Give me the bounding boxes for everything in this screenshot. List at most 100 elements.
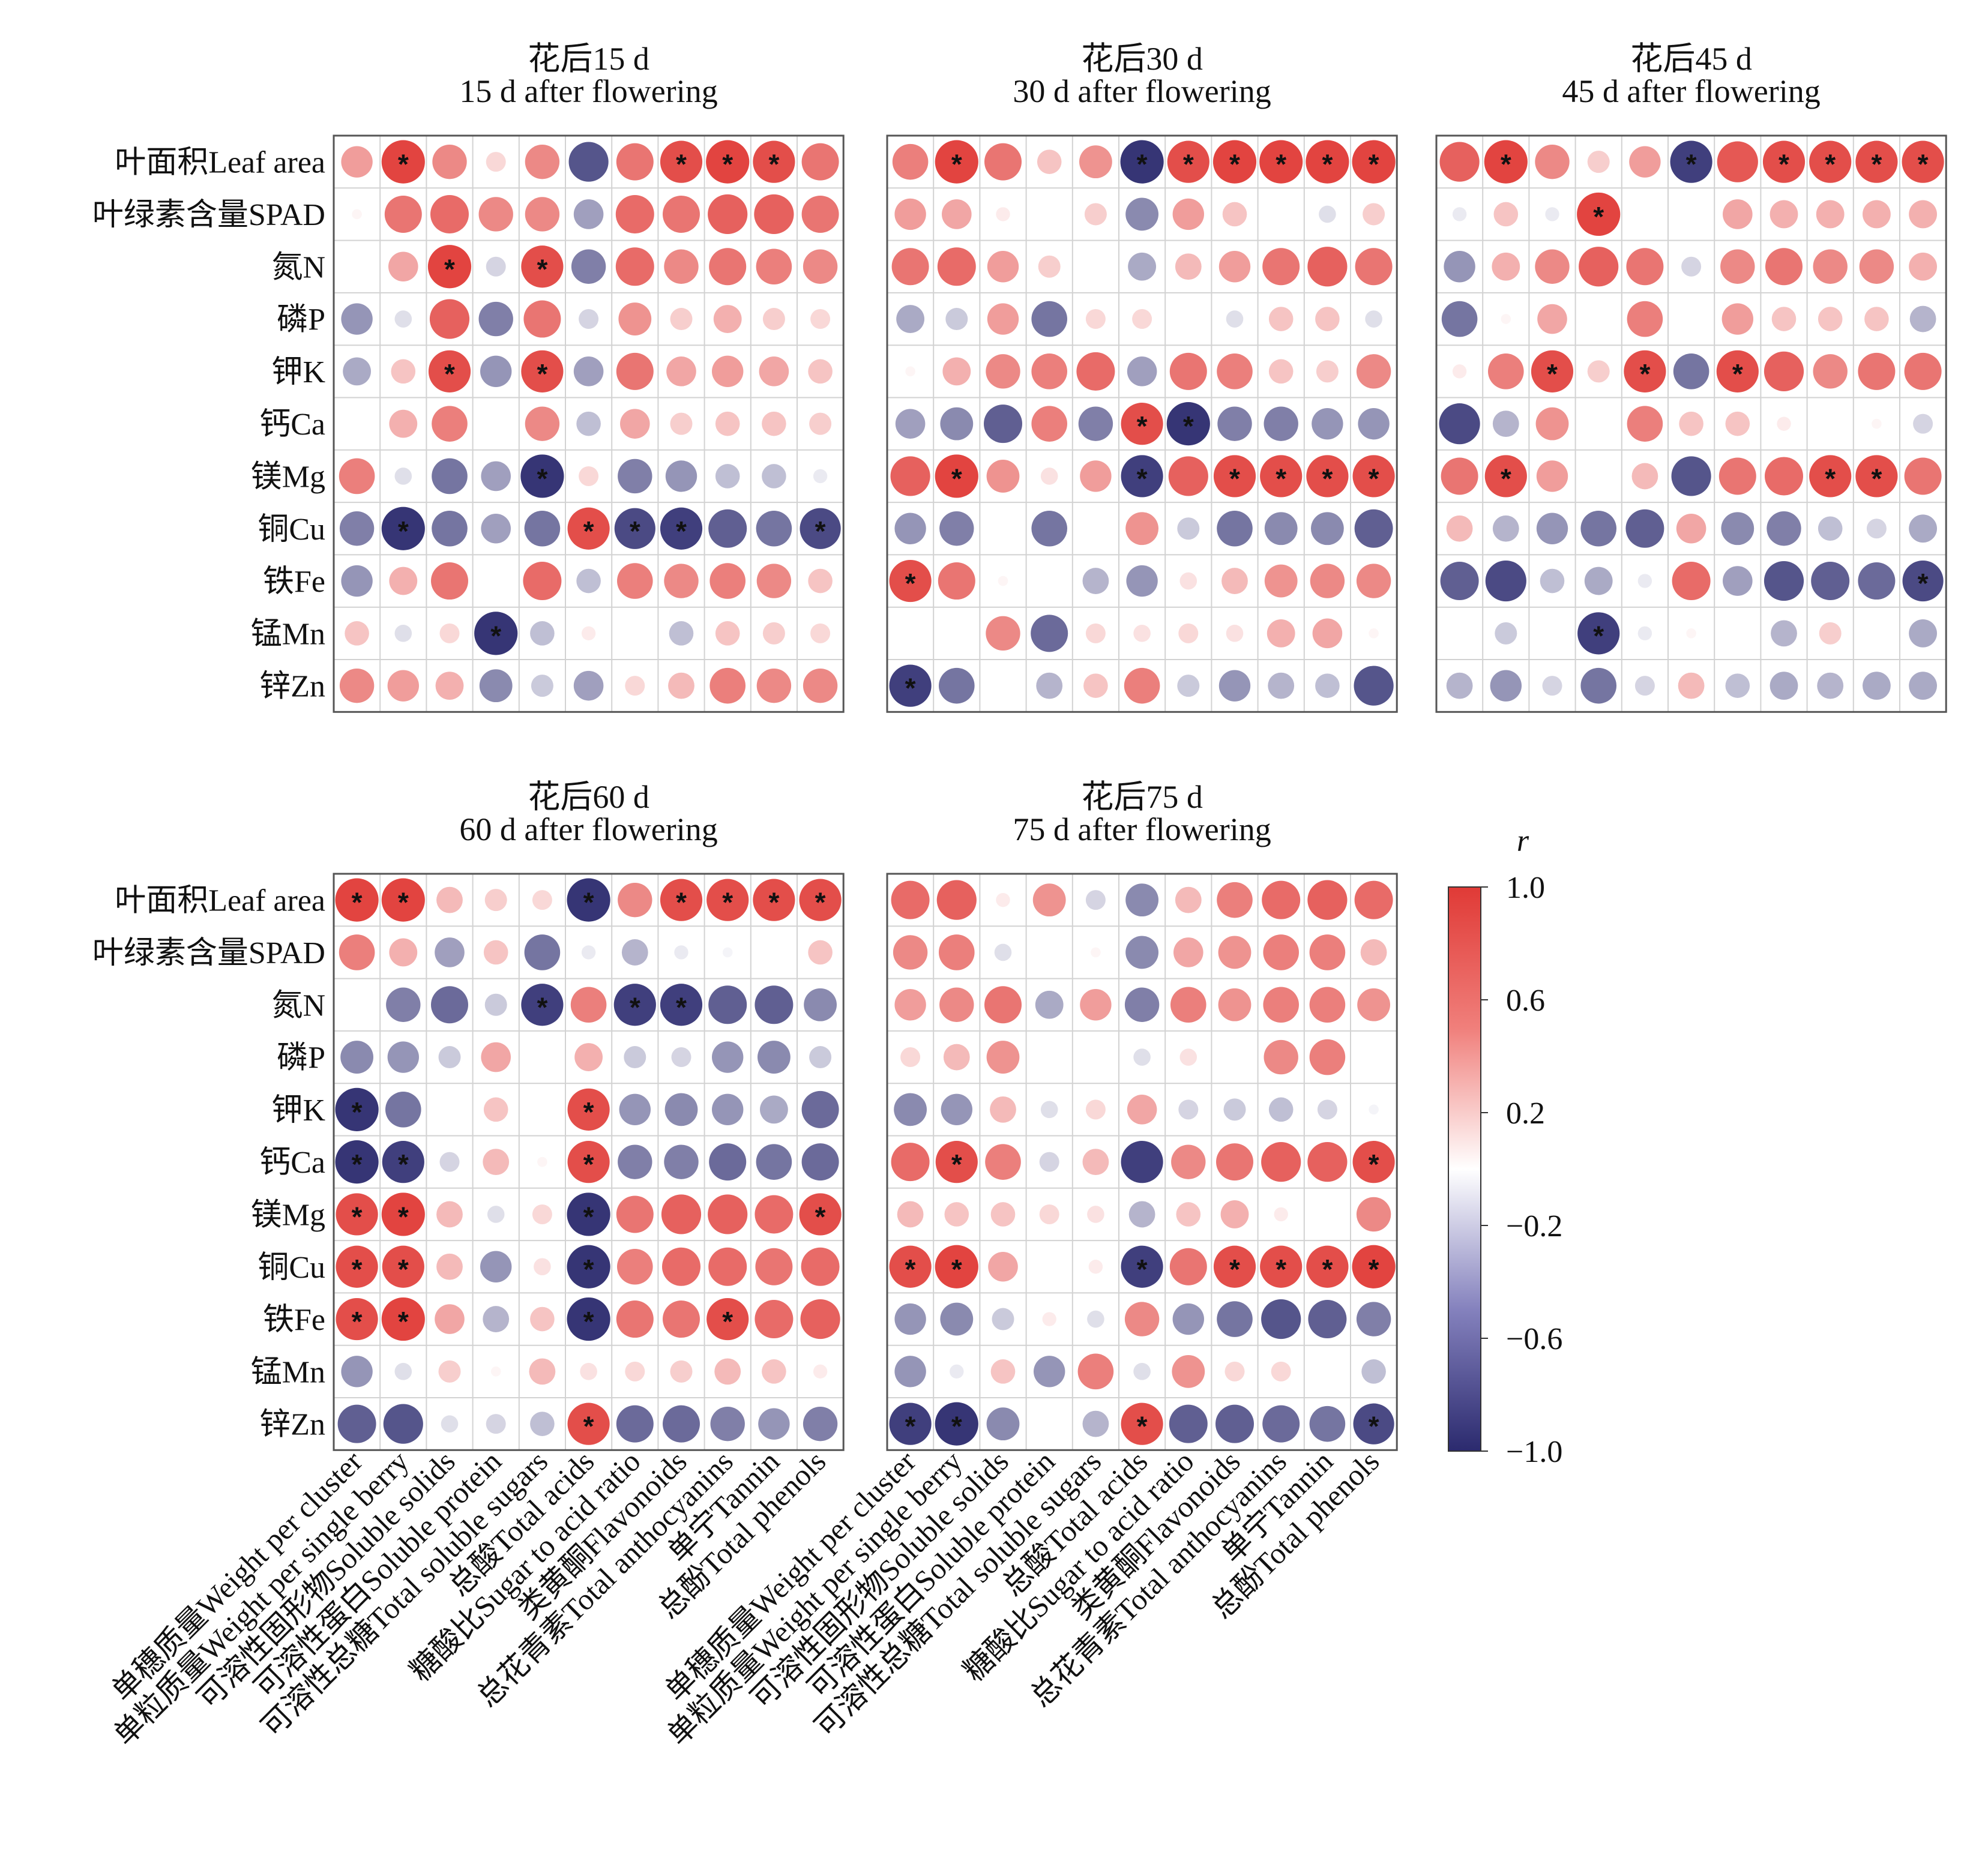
significance-mark: *	[630, 516, 640, 547]
correlation-circle	[1218, 988, 1252, 1021]
correlation-circle	[1317, 1099, 1337, 1120]
panel-3: 花后45 d45 d after flowering* * * * * *** * ** * **…	[1435, 41, 1947, 713]
correlation-circle	[1488, 353, 1524, 389]
correlation-circle	[1363, 203, 1385, 226]
correlation-circle	[760, 1095, 788, 1124]
correlation-circle	[341, 303, 373, 335]
significance-mark: *	[768, 887, 779, 918]
correlation-circle	[756, 248, 792, 285]
correlation-circle	[483, 940, 508, 965]
correlation-circle	[615, 194, 654, 233]
correlation-circle	[990, 1359, 1016, 1384]
correlation-circle	[889, 559, 932, 603]
significance-mark: *	[722, 887, 733, 918]
correlation-circle	[1767, 511, 1801, 546]
correlation-circle	[616, 1195, 654, 1233]
correlation-circle	[384, 195, 422, 233]
correlation-circle	[708, 985, 747, 1024]
correlation-circle	[1770, 200, 1798, 229]
significance-mark: *	[676, 516, 687, 547]
correlation-circle	[1268, 359, 1294, 384]
significance-mark: *	[1825, 463, 1836, 494]
panel-frame	[886, 873, 1398, 1451]
correlation-circle	[753, 879, 795, 921]
correlation-circle	[394, 310, 412, 328]
correlation-circle	[479, 669, 513, 703]
correlation-circle	[715, 621, 740, 646]
correlation-circle	[1764, 351, 1804, 391]
correlation-circle	[571, 249, 606, 284]
significance-mark: *	[1183, 149, 1194, 180]
correlation-circle	[1360, 939, 1387, 966]
correlation-circle	[1762, 140, 1806, 183]
correlation-circle	[1770, 672, 1798, 700]
significance-mark: *	[1871, 463, 1882, 494]
correlation-circle	[1909, 672, 1938, 700]
correlation-circle	[614, 508, 655, 549]
row-label: 钾K	[271, 1093, 325, 1128]
correlation-circle	[1484, 140, 1528, 184]
correlation-circle	[935, 1245, 978, 1288]
correlation-circle	[1178, 623, 1199, 643]
correlation-circle	[986, 1041, 1020, 1074]
correlation-circle	[1309, 1405, 1346, 1442]
correlation-circle	[1676, 513, 1706, 544]
correlation-circle	[1577, 612, 1620, 655]
correlation-circle	[1221, 568, 1248, 594]
correlation-circle	[1217, 882, 1253, 918]
colorbar-tick-label: −0.6	[1506, 1322, 1562, 1356]
correlation-circle	[1909, 305, 1936, 332]
correlation-circle	[1039, 1204, 1059, 1224]
correlation-circle	[986, 354, 1020, 389]
correlation-circle	[1084, 203, 1107, 226]
significance-mark: *	[583, 1411, 594, 1442]
row-label: 氮N	[271, 250, 325, 284]
correlation-circle	[1358, 407, 1390, 440]
correlation-circle	[894, 989, 926, 1021]
correlation-circle	[712, 1041, 744, 1073]
correlation-circle	[669, 621, 694, 646]
correlation-circle	[339, 511, 375, 546]
correlation-circle	[624, 1046, 646, 1069]
correlation-circle	[1085, 1099, 1106, 1120]
correlation-circle	[613, 984, 656, 1026]
significance-mark: *	[1322, 1254, 1333, 1285]
correlation-circle	[755, 985, 794, 1024]
correlation-circle	[1354, 880, 1393, 919]
correlation-circle	[1356, 1197, 1391, 1232]
correlation-circle	[762, 411, 786, 436]
correlation-circle	[939, 511, 974, 546]
correlation-circle	[1031, 615, 1068, 652]
correlation-circle	[1439, 142, 1480, 182]
correlation-circle	[381, 140, 425, 184]
significance-mark: *	[1779, 149, 1789, 180]
correlation-circle	[1035, 990, 1064, 1019]
correlation-circle	[1176, 1202, 1201, 1227]
correlation-circle	[523, 562, 562, 601]
correlation-circle	[663, 195, 700, 233]
correlation-circle	[567, 1088, 610, 1131]
correlation-circle	[387, 1041, 419, 1073]
panel-marks: * * * * * * * * * * * * * * * * *	[889, 140, 1396, 707]
correlation-circle	[1222, 202, 1247, 227]
correlation-circle	[520, 454, 564, 498]
correlation-circle	[889, 664, 932, 707]
correlation-circle	[803, 1406, 838, 1442]
row-label: 镁Mg	[251, 460, 325, 494]
correlation-circle	[480, 1251, 512, 1282]
significance-mark: *	[1137, 1254, 1148, 1285]
correlation-circle	[670, 308, 693, 331]
correlation-circle	[432, 406, 468, 442]
panel-frame	[333, 873, 845, 1451]
correlation-circle	[937, 247, 976, 286]
correlation-circle	[381, 1297, 425, 1341]
significance-mark: *	[1639, 358, 1650, 389]
correlation-circle	[1492, 252, 1520, 281]
correlation-circle	[762, 308, 785, 331]
correlation-circle	[706, 140, 750, 184]
correlation-circle	[1262, 880, 1301, 919]
correlation-circle	[894, 1303, 926, 1335]
correlation-circle	[1218, 670, 1251, 702]
colorbar-gradient	[1448, 886, 1481, 1452]
correlation-circle	[620, 409, 650, 439]
